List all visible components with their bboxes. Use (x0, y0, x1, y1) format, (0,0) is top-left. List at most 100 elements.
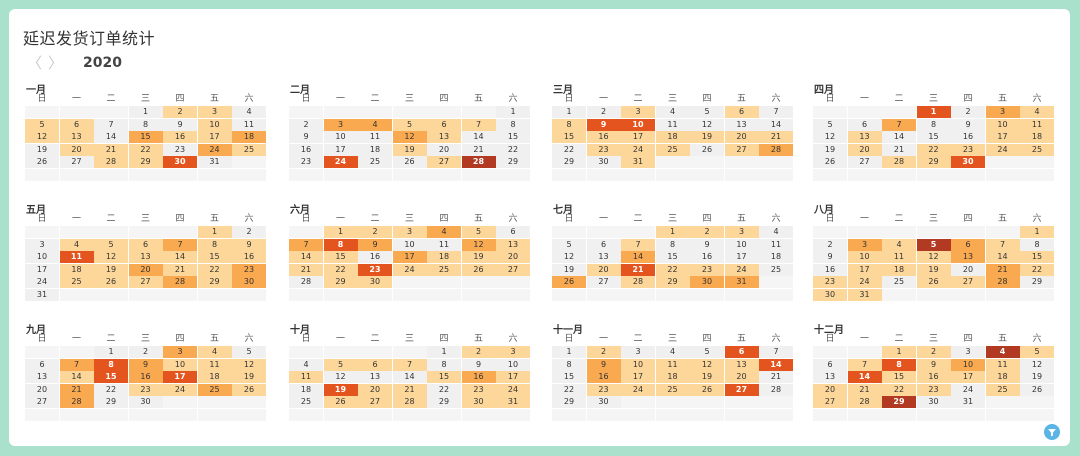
day-cell[interactable]: 26 (461, 263, 496, 276)
day-cell[interactable]: 19 (461, 251, 496, 263)
day-cell[interactable]: 12 (461, 238, 496, 251)
day-cell[interactable]: 4 (655, 106, 690, 118)
day-cell[interactable]: 22 (197, 263, 232, 276)
chevron-left-icon[interactable]: 〈 (27, 54, 43, 72)
day-cell[interactable]: 27 (951, 276, 985, 288)
day-cell[interactable]: 29 (552, 156, 586, 168)
day-cell[interactable]: 28 (621, 276, 655, 288)
day-cell[interactable]: 8 (197, 238, 232, 251)
day-cell[interactable]: 4 (197, 346, 232, 358)
day-cell[interactable]: 20 (724, 371, 759, 383)
day-cell[interactable]: 28 (94, 156, 128, 168)
day-cell[interactable]: 21 (985, 263, 1020, 276)
day-cell[interactable]: 2 (951, 106, 985, 118)
day-cell[interactable]: 9 (586, 358, 621, 371)
day-cell[interactable]: 24 (197, 143, 232, 156)
day-cell[interactable]: 10 (621, 358, 655, 371)
day-cell[interactable]: 19 (232, 371, 266, 383)
day-cell[interactable]: 28 (59, 396, 94, 408)
day-cell[interactable]: 3 (163, 346, 197, 358)
day-cell[interactable]: 20 (59, 143, 94, 156)
day-cell[interactable]: 16 (690, 251, 724, 263)
day-cell[interactable]: 9 (916, 358, 951, 371)
day-cell[interactable]: 17 (724, 251, 759, 263)
day-cell[interactable]: 18 (882, 263, 916, 276)
day-cell[interactable]: 17 (25, 263, 59, 276)
day-cell[interactable]: 10 (951, 358, 985, 371)
day-cell[interactable]: 3 (951, 346, 985, 358)
day-cell[interactable]: 5 (916, 238, 951, 251)
day-cell[interactable]: 17 (621, 371, 655, 383)
day-cell[interactable]: 12 (690, 358, 724, 371)
day-cell[interactable]: 25 (759, 263, 793, 276)
day-cell[interactable]: 3 (621, 106, 655, 118)
day-cell[interactable]: 11 (289, 371, 323, 383)
day-cell[interactable]: 3 (985, 106, 1020, 118)
day-cell[interactable]: 23 (690, 263, 724, 276)
day-cell[interactable]: 23 (289, 156, 323, 168)
day-cell[interactable]: 12 (813, 131, 847, 143)
day-cell[interactable]: 12 (392, 131, 427, 143)
day-cell[interactable]: 9 (128, 358, 163, 371)
day-cell[interactable]: 14 (759, 358, 793, 371)
day-cell[interactable]: 7 (985, 238, 1020, 251)
day-cell[interactable]: 14 (985, 251, 1020, 263)
day-cell[interactable]: 19 (1020, 371, 1054, 383)
day-cell[interactable]: 27 (427, 156, 461, 168)
day-cell[interactable]: 22 (496, 143, 530, 156)
day-cell[interactable]: 6 (427, 118, 461, 131)
day-cell[interactable]: 13 (496, 238, 530, 251)
day-cell[interactable]: 26 (813, 156, 847, 168)
day-cell[interactable]: 19 (916, 263, 951, 276)
day-cell[interactable]: 12 (916, 251, 951, 263)
day-cell[interactable]: 6 (724, 106, 759, 118)
day-cell[interactable]: 23 (461, 383, 496, 396)
day-cell[interactable]: 30 (586, 156, 621, 168)
day-cell[interactable]: 18 (59, 263, 94, 276)
day-cell[interactable]: 26 (232, 383, 266, 396)
day-cell[interactable]: 30 (461, 396, 496, 408)
day-cell[interactable]: 23 (358, 263, 392, 276)
day-cell[interactable]: 13 (59, 131, 94, 143)
day-cell[interactable]: 13 (586, 251, 621, 263)
day-cell[interactable]: 12 (552, 251, 586, 263)
day-cell[interactable]: 1 (552, 346, 586, 358)
day-cell[interactable]: 25 (655, 143, 690, 156)
day-cell[interactable]: 2 (358, 226, 392, 238)
day-cell[interactable]: 16 (586, 371, 621, 383)
day-cell[interactable]: 17 (951, 371, 985, 383)
day-cell[interactable]: 6 (586, 238, 621, 251)
day-cell[interactable]: 28 (289, 276, 323, 288)
day-cell[interactable]: 10 (496, 358, 530, 371)
day-cell[interactable]: 13 (724, 358, 759, 371)
day-cell[interactable]: 18 (985, 371, 1020, 383)
day-cell[interactable]: 16 (916, 371, 951, 383)
day-cell[interactable]: 10 (392, 238, 427, 251)
day-cell[interactable]: 19 (323, 383, 358, 396)
day-cell[interactable]: 2 (232, 226, 266, 238)
day-cell[interactable]: 7 (882, 118, 916, 131)
day-cell[interactable]: 16 (232, 251, 266, 263)
day-cell[interactable]: 26 (392, 156, 427, 168)
day-cell[interactable]: 14 (163, 251, 197, 263)
day-cell[interactable]: 15 (552, 131, 586, 143)
day-cell[interactable]: 29 (655, 276, 690, 288)
day-cell[interactable]: 6 (59, 118, 94, 131)
day-cell[interactable]: 18 (1020, 131, 1054, 143)
day-cell[interactable]: 31 (951, 396, 985, 408)
day-cell[interactable]: 25 (882, 276, 916, 288)
day-cell[interactable]: 17 (323, 143, 358, 156)
day-cell[interactable]: 20 (128, 263, 163, 276)
day-cell[interactable]: 26 (690, 143, 724, 156)
day-cell[interactable]: 1 (916, 106, 951, 118)
day-cell[interactable]: 30 (128, 396, 163, 408)
day-cell[interactable]: 23 (128, 383, 163, 396)
day-cell[interactable]: 24 (621, 143, 655, 156)
day-cell[interactable]: 13 (128, 251, 163, 263)
day-cell[interactable]: 22 (1020, 263, 1054, 276)
day-cell[interactable]: 10 (847, 251, 882, 263)
day-cell[interactable]: 24 (724, 263, 759, 276)
day-cell[interactable]: 28 (461, 156, 496, 168)
day-cell[interactable]: 5 (392, 118, 427, 131)
day-cell[interactable]: 9 (289, 131, 323, 143)
